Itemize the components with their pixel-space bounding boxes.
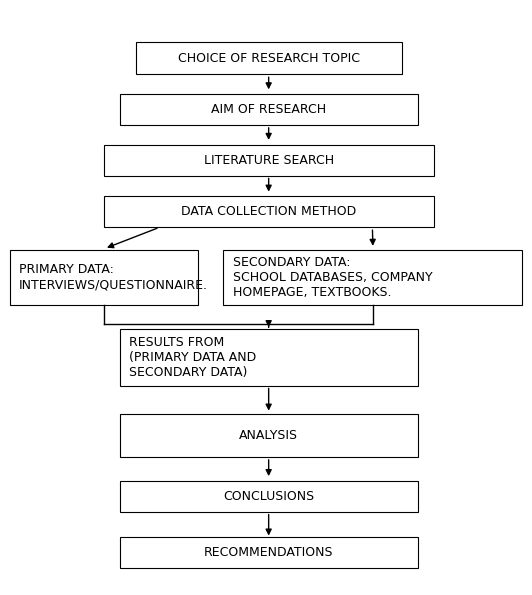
FancyBboxPatch shape xyxy=(10,250,198,305)
Text: RESULTS FROM
(PRIMARY DATA AND
SECONDARY DATA): RESULTS FROM (PRIMARY DATA AND SECONDARY… xyxy=(129,336,256,379)
FancyBboxPatch shape xyxy=(120,329,418,386)
Text: RECOMMENDATIONS: RECOMMENDATIONS xyxy=(204,546,334,559)
Text: CONCLUSIONS: CONCLUSIONS xyxy=(223,490,314,503)
FancyBboxPatch shape xyxy=(104,196,434,227)
Text: AIM OF RESEARCH: AIM OF RESEARCH xyxy=(211,103,326,116)
Text: LITERATURE SEARCH: LITERATURE SEARCH xyxy=(204,154,334,167)
Text: SECONDARY DATA:
SCHOOL DATABASES, COMPANY
HOMEPAGE, TEXTBOOKS.: SECONDARY DATA: SCHOOL DATABASES, COMPAN… xyxy=(233,256,433,299)
FancyBboxPatch shape xyxy=(120,94,418,125)
FancyBboxPatch shape xyxy=(136,42,402,74)
Text: ANALYSIS: ANALYSIS xyxy=(239,429,298,442)
FancyBboxPatch shape xyxy=(120,537,418,568)
Text: CHOICE OF RESEARCH TOPIC: CHOICE OF RESEARCH TOPIC xyxy=(178,52,360,64)
FancyBboxPatch shape xyxy=(120,414,418,457)
FancyBboxPatch shape xyxy=(223,250,522,305)
Text: PRIMARY DATA:
INTERVIEWS/QUESTIONNAIRE.: PRIMARY DATA: INTERVIEWS/QUESTIONNAIRE. xyxy=(19,263,208,292)
FancyBboxPatch shape xyxy=(120,481,418,512)
FancyBboxPatch shape xyxy=(104,145,434,176)
Text: DATA COLLECTION METHOD: DATA COLLECTION METHOD xyxy=(181,205,356,218)
